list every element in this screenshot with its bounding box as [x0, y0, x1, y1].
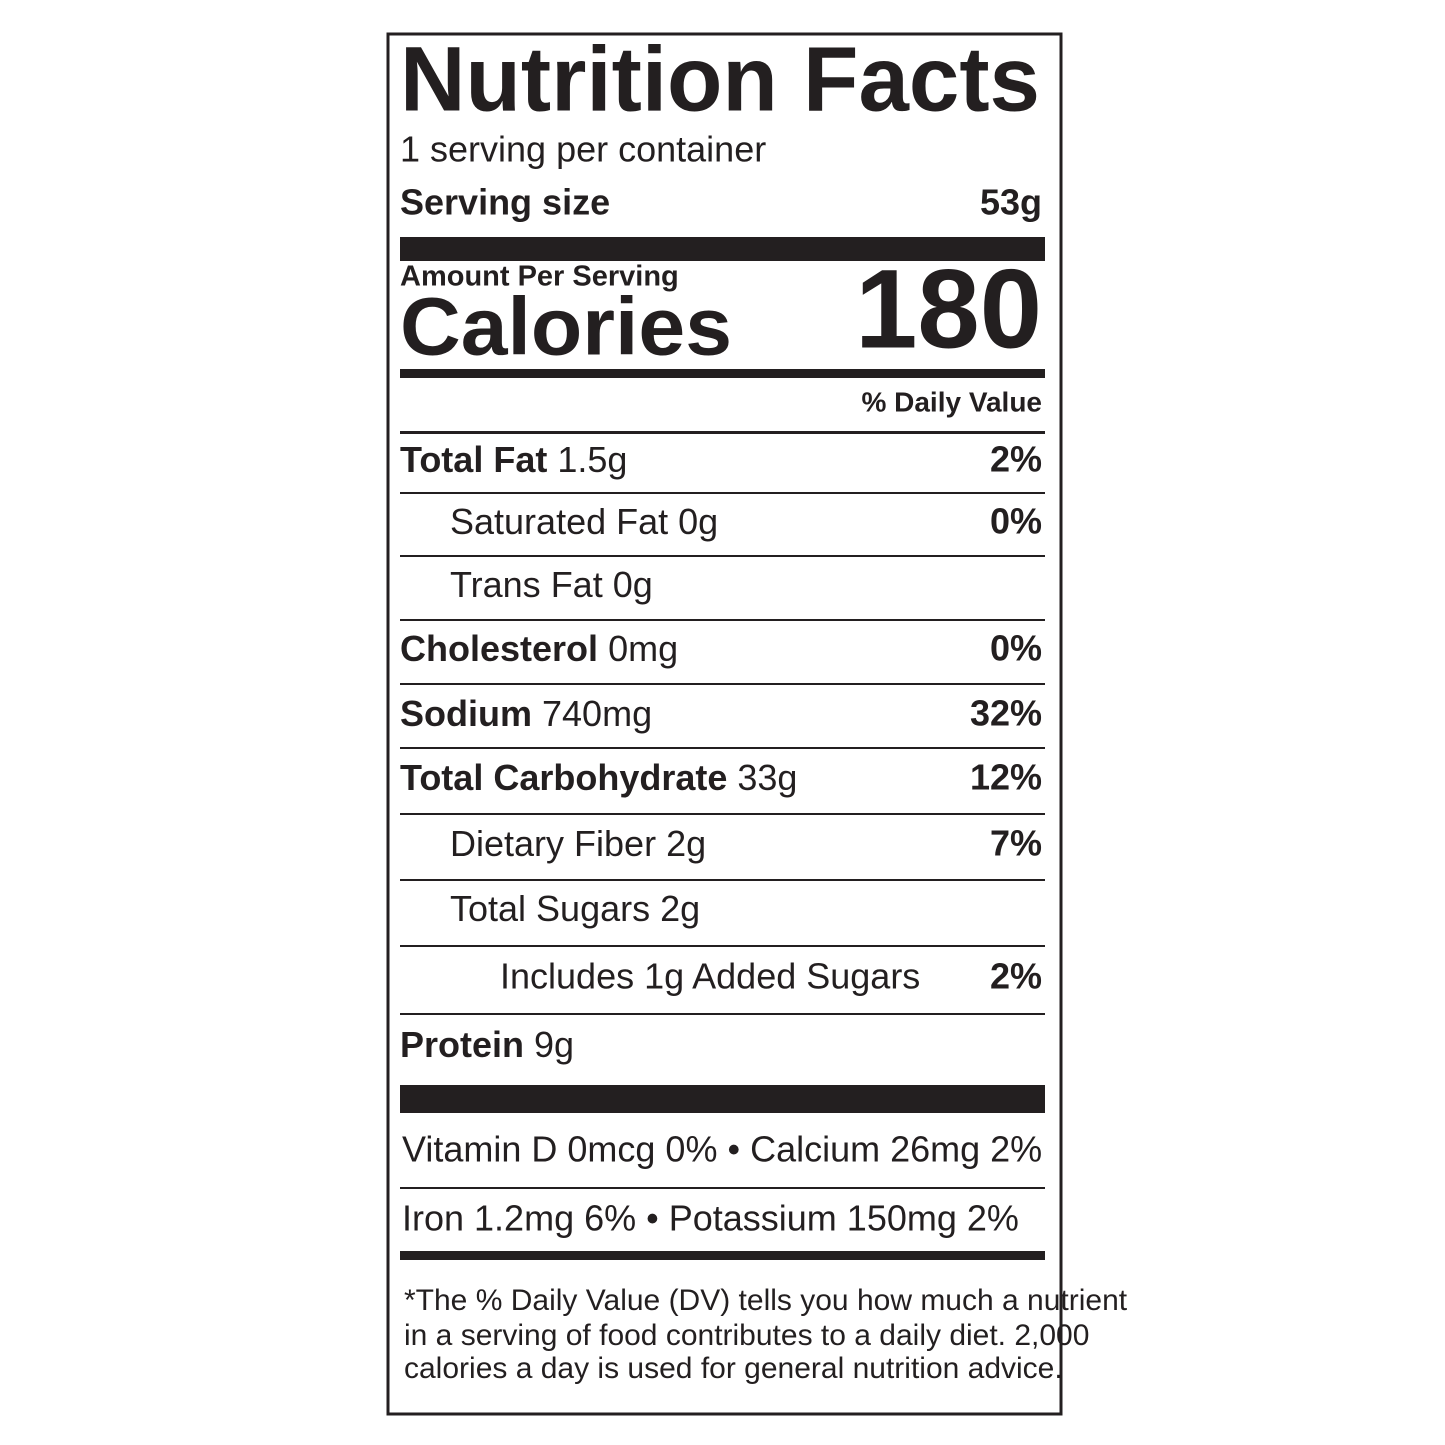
rule: [400, 1013, 1045, 1015]
serving-size-label: Serving size: [400, 182, 610, 223]
serving-size-value: 53g: [980, 182, 1042, 223]
rule: [400, 813, 1045, 815]
amount-per-serving: Amount Per Serving: [400, 261, 679, 293]
rule: [400, 555, 1045, 557]
nutrient-row: Total Carbohydrate 33g: [400, 757, 797, 798]
nutrient-name: Protein: [400, 1024, 524, 1065]
medium-rule: [400, 1251, 1045, 1260]
rule: [400, 492, 1045, 494]
micronutrient-line: Iron 1.2mg 6% • Potassium 150mg 2%: [402, 1198, 1019, 1239]
rule: [400, 879, 1045, 881]
rule: [400, 747, 1045, 749]
thick-rule: [400, 1085, 1045, 1113]
micronutrient-line: Vitamin D 0mcg 0% • Calcium 26mg 2%: [402, 1129, 1042, 1170]
nutrient-amount: 0g: [678, 501, 718, 542]
medium-rule: [400, 369, 1045, 378]
dv-header: % Daily Value: [861, 386, 1042, 417]
calories-value: 180: [855, 247, 1042, 372]
nutrient-name: Sodium: [400, 693, 532, 734]
nutrient-amount: 0g: [613, 564, 653, 605]
nutrient-name: Cholesterol: [400, 628, 598, 669]
rule: [400, 1187, 1045, 1189]
nutrient-name: Total Fat: [400, 439, 547, 480]
rule: [400, 619, 1045, 621]
nutrient-amount: 9g: [534, 1024, 574, 1065]
thick-rule: [400, 237, 1045, 261]
nutrient-amount: 33g: [737, 757, 797, 798]
nutrient-row: Total Sugars 2g: [450, 888, 700, 929]
nutrient-row: Cholesterol 0mg: [400, 628, 678, 669]
nutrient-name: Dietary Fiber: [450, 823, 656, 864]
calories-label: Calories: [400, 282, 732, 373]
title: Nutrition Facts: [400, 28, 1040, 130]
nutrient-name: Trans Fat: [450, 564, 603, 605]
label-border: [386, 32, 1063, 1416]
nutrient-dv: 7%: [990, 823, 1042, 864]
footnote-line: *The % Daily Value (DV) tells you how mu…: [404, 1284, 1128, 1317]
nutrient-row: Sodium 740mg: [400, 693, 652, 734]
nutrient-row: Protein 9g: [400, 1024, 574, 1065]
rule: [400, 945, 1045, 947]
nutrient-row: Total Fat 1.5g: [400, 439, 627, 480]
nutrient-dv: 2%: [990, 439, 1042, 480]
nutrient-name: Includes 1g Added Sugars: [500, 956, 920, 997]
nutrient-row: Trans Fat 0g: [450, 564, 653, 605]
nutrient-amount: 1.5g: [557, 439, 627, 480]
nutrient-row: Dietary Fiber 2g: [450, 823, 706, 864]
footnote-line: calories a day is used for general nutri…: [404, 1352, 1063, 1385]
servings: 1 serving per container: [400, 129, 766, 170]
nutrient-amount: 2g: [660, 888, 700, 929]
nutrient-row: Saturated Fat 0g: [450, 501, 718, 542]
nutrient-dv: 2%: [990, 956, 1042, 997]
nutrient-amount: 0mg: [608, 628, 678, 669]
nutrient-dv: 0%: [990, 501, 1042, 542]
nutrient-name: Total Sugars: [450, 888, 650, 929]
nutrient-dv: 12%: [970, 757, 1042, 798]
nutrient-amount: 740mg: [542, 693, 652, 734]
nutrient-name: Saturated Fat: [450, 501, 668, 542]
rule: [400, 683, 1045, 685]
rule: [400, 431, 1045, 434]
nutrient-dv: 32%: [970, 693, 1042, 734]
footnote-line: in a serving of food contributes to a da…: [404, 1319, 1089, 1352]
nutrient-amount: 2g: [666, 823, 706, 864]
nutrient-dv: 0%: [990, 628, 1042, 669]
nutrient-name: Total Carbohydrate: [400, 757, 727, 798]
